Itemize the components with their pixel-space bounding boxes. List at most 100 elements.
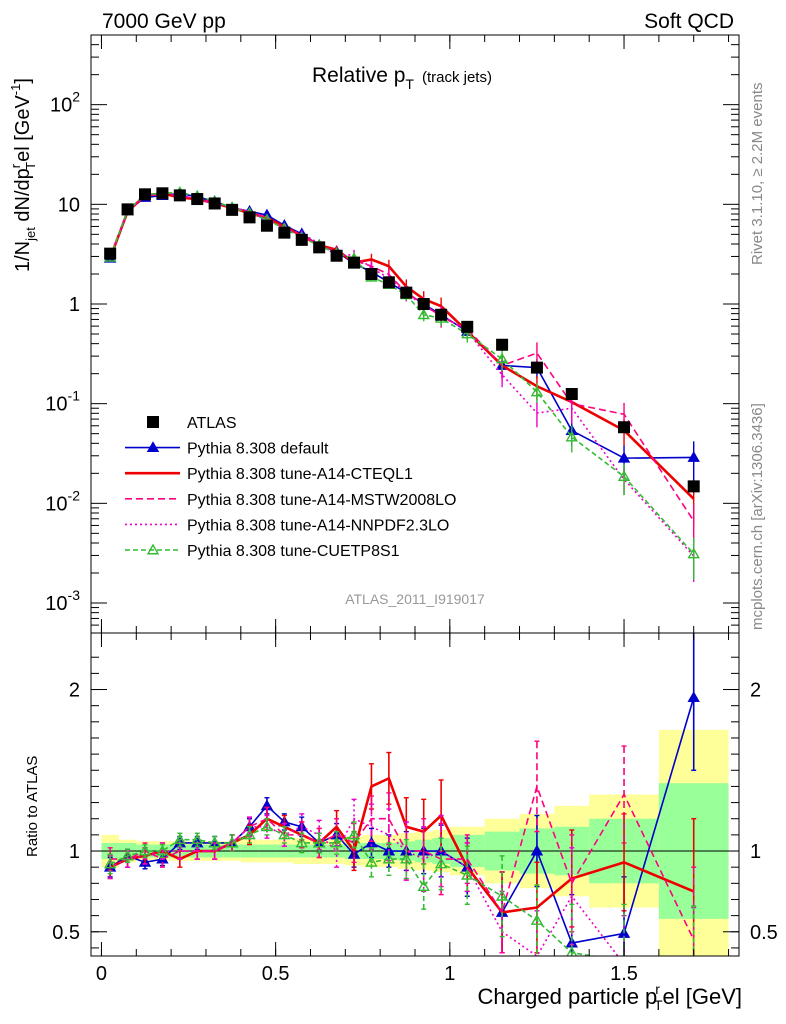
series-4-ratio-marker: [121, 849, 134, 861]
series-4-ratio-marker: [382, 852, 396, 864]
chart-title: Relative pT (track jets): [312, 64, 492, 92]
atlas-data-point: [461, 320, 474, 333]
series-4-ratio-marker: [330, 836, 343, 848]
series-4-ratio-marker: [173, 833, 187, 845]
ratio-y-tick-label-right: 0.5: [750, 922, 778, 944]
series-4-ratio-marker: [347, 828, 361, 840]
atlas-data-point: [382, 276, 395, 289]
atlas-data-point: [365, 267, 378, 280]
atlas-data-point: [417, 297, 430, 310]
y-tick-label: 10: [58, 194, 80, 216]
atlas-data-point: [173, 189, 186, 202]
y-tick-label: 10-1: [45, 388, 80, 416]
atlas-data-layer: [104, 187, 700, 493]
atlas-data-point: [496, 338, 509, 351]
series-4-ratio-marker: [365, 855, 378, 867]
series-4-ratio-marker: [400, 852, 413, 864]
atlas-data-point: [260, 219, 273, 232]
series-4-main-marker: [617, 470, 631, 482]
x-tick-label: 0: [96, 963, 107, 985]
series-4-main-line: [109, 191, 695, 555]
atlas-data-point: [243, 211, 256, 224]
series-4-ratio-marker: [103, 857, 117, 869]
series-0-main-marker: [617, 451, 631, 463]
atlas-data-point: [330, 249, 343, 262]
y-tick-label: 10-3: [45, 587, 80, 615]
legend-series-marker: [146, 543, 160, 555]
series-4-ratio-marker: [530, 914, 544, 925]
legend-atlas-label: ATLAS: [187, 415, 237, 432]
atlas-data-point: [565, 388, 578, 401]
series-4-ratio-marker: [208, 836, 221, 848]
series-4-ratio-marker: [225, 836, 239, 848]
series-4-ratio-marker: [566, 946, 578, 956]
atlas-data-point: [208, 197, 221, 210]
series-0-ratio-marker: [530, 844, 544, 856]
series-4-ratio-marker: [461, 868, 474, 880]
atlas-data-point: [295, 233, 308, 246]
series-4-main-marker: [495, 352, 509, 364]
series-4-ratio-marker: [260, 820, 274, 832]
atlas-data-point: [313, 241, 326, 254]
y-tick-label: 102: [50, 89, 80, 117]
series-2-main-line: [109, 193, 695, 522]
ratio-series-layer: [103, 633, 700, 983]
analysis-watermark: ATLAS_2011_I919017: [345, 591, 485, 607]
legend-series-marker: [146, 441, 160, 453]
axis-ticks: 0 0.5 1 1.5 10-3 10-2 10-1 1 10 102 0.5 0.5 1 1 2 2: [45, 34, 778, 985]
legend-atlas-marker: [147, 416, 159, 428]
ratio-y-tick-label-right: 2: [750, 680, 761, 702]
atlas-data-point: [435, 308, 448, 321]
atlas-data-point: [400, 286, 413, 299]
atlas-data-point: [139, 188, 151, 201]
series-4-ratio-marker: [434, 857, 448, 869]
series-4-main-marker: [417, 308, 430, 320]
series-4-ratio-marker: [138, 844, 152, 856]
main-y-axis-label: 1/Njet dN/dprTel [GeV-1]: [8, 78, 38, 272]
series-4-ratio-marker: [156, 844, 169, 856]
rivet-info: Rivet 3.1.10, ≥ 2.2M events: [749, 83, 766, 266]
atlas-data-point: [121, 203, 134, 216]
series-0-ratio-marker: [365, 836, 378, 848]
atlas-data-point: [348, 256, 361, 269]
legend-series-label: Pythia 8.308 tune-A14-NNPDF2.3LO: [187, 517, 449, 534]
y-tick-label: 10-2: [45, 487, 80, 515]
header-energy: 7000 GeV pp: [102, 10, 226, 33]
atlas-data-point: [156, 187, 169, 200]
atlas-data-point: [278, 226, 291, 239]
series-4-ratio-marker: [191, 833, 204, 845]
header-category: Soft QCD: [644, 10, 734, 33]
x-tick-label: 0.5: [262, 963, 290, 985]
atlas-data-point: [191, 193, 204, 206]
atlas-data-point: [530, 361, 543, 374]
series-3-ratio-line: [109, 817, 619, 956]
legend-series-label: Pythia 8.308 tune-CUETP8S1: [187, 543, 400, 560]
legend-series-label: Pythia 8.308 tune-A14-CTEQL1: [187, 466, 413, 483]
ratio-y-tick-label-right: 1: [750, 841, 761, 863]
atlas-data-point: [104, 247, 117, 260]
ratio-y-axis-label: Ratio to ATLAS: [24, 756, 41, 857]
series-4-ratio-marker: [295, 836, 308, 848]
y-tick-label: 1: [69, 294, 80, 316]
series-4-main-marker: [461, 327, 474, 339]
atlas-data-point: [226, 203, 239, 216]
series-4-ratio-marker: [278, 828, 291, 840]
x-tick-label: 1.5: [610, 963, 638, 985]
series-4-ratio-marker: [312, 836, 326, 848]
x-tick-label: 1: [444, 963, 455, 985]
atlas-data-point: [618, 421, 631, 434]
x-axis-label: Charged particle pr Tel [GeV]: [478, 981, 743, 1013]
series-0-main-marker: [687, 451, 700, 462]
legend-series-label: Pythia 8.308 tune-A14-MSTW2008LO: [187, 492, 456, 509]
series-4-main-marker: [687, 547, 700, 559]
legend-series-label: Pythia 8.308 default: [187, 441, 329, 458]
series-4-ratio-marker: [417, 880, 430, 892]
series-0-ratio-marker: [687, 691, 700, 703]
series-4-ratio-marker: [243, 828, 256, 840]
series-4-ratio-marker: [689, 974, 699, 983]
ratio-y-tick-label: 2: [69, 680, 80, 702]
series-4-ratio-marker: [495, 889, 509, 901]
series-4-main-marker: [530, 385, 544, 397]
legend: ATLAS Pythia 8.308 default Pythia 8.308 tu…: [125, 415, 456, 560]
